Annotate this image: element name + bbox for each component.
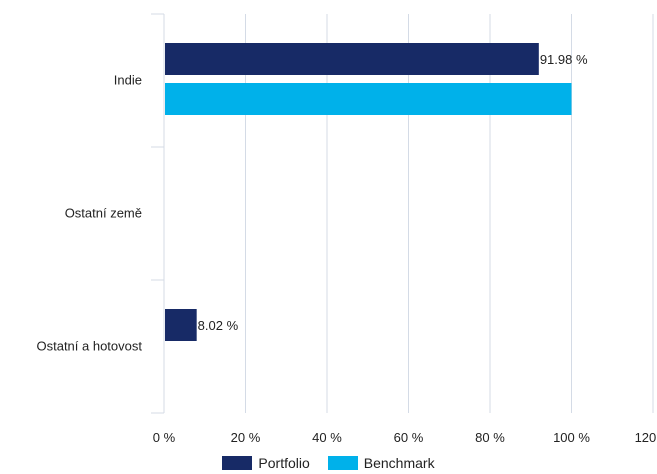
category-label: Ostatní a hotovost (36, 339, 142, 354)
data-label: 8.02 % (198, 318, 239, 333)
x-tick-label: 60 % (394, 430, 424, 445)
bar-benchmark (165, 83, 572, 115)
bar-chart: Indie Ostatní země Ostatní a hotovost 91.9… (36, 13, 657, 445)
data-labels: 91.98 % 8.02 % (198, 52, 588, 333)
legend-swatch-benchmark (327, 456, 358, 470)
x-tick-label: 120 % (635, 430, 657, 445)
x-tick-label: 20 % (231, 430, 261, 445)
x-tick-labels: 0 % 20 % 40 % 60 % 80 % 100 % 120 % (153, 430, 657, 445)
x-tick-label: 0 % (153, 430, 176, 445)
bar-portfolio (165, 309, 197, 341)
category-labels: Indie Ostatní země Ostatní a hotovost (36, 73, 142, 354)
legend: Portfolio Benchmark (0, 452, 657, 474)
legend-swatch-portfolio (222, 456, 253, 470)
category-axis (151, 13, 165, 414)
bars (165, 43, 572, 341)
legend-label-portfolio: Portfolio (258, 455, 310, 471)
legend-item-portfolio: Portfolio (222, 455, 310, 471)
category-label: Indie (114, 73, 142, 88)
bar-portfolio (165, 43, 539, 75)
grid-lines (245, 14, 654, 413)
category-label: Ostatní země (65, 206, 142, 221)
legend-item-benchmark: Benchmark (327, 455, 435, 471)
legend-label-benchmark: Benchmark (363, 455, 435, 471)
data-label: 91.98 % (540, 52, 588, 67)
x-tick-label: 40 % (312, 430, 342, 445)
x-tick-label: 80 % (475, 430, 505, 445)
x-tick-label: 100 % (553, 430, 590, 445)
